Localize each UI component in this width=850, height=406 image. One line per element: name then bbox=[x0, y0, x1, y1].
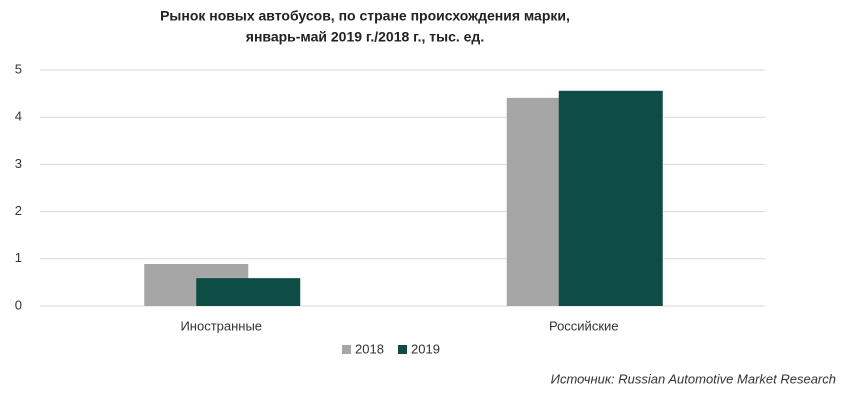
legend-swatch bbox=[342, 345, 351, 354]
x-tick-label: Российские bbox=[549, 318, 619, 333]
bar bbox=[196, 278, 301, 306]
y-tick-label: 0 bbox=[15, 297, 22, 312]
y-tick-label: 4 bbox=[15, 109, 22, 124]
legend-label: 2019 bbox=[411, 341, 440, 356]
legend-label: 2018 bbox=[355, 341, 384, 356]
y-tick-label: 3 bbox=[15, 156, 22, 171]
y-tick-label: 2 bbox=[15, 203, 22, 218]
y-tick-label: 5 bbox=[15, 61, 22, 76]
source-note: Источник: Russian Automotive Market Rese… bbox=[551, 371, 836, 386]
chart-title: январь-май 2019 г./2018 г., тыс. ед. bbox=[246, 29, 484, 45]
chart-title: Рынок новых автобусов, по стране происхо… bbox=[160, 8, 570, 24]
x-tick-label: Иностранные bbox=[180, 318, 262, 333]
y-tick-label: 1 bbox=[15, 250, 22, 265]
bar bbox=[558, 90, 663, 306]
legend-swatch bbox=[398, 345, 407, 354]
